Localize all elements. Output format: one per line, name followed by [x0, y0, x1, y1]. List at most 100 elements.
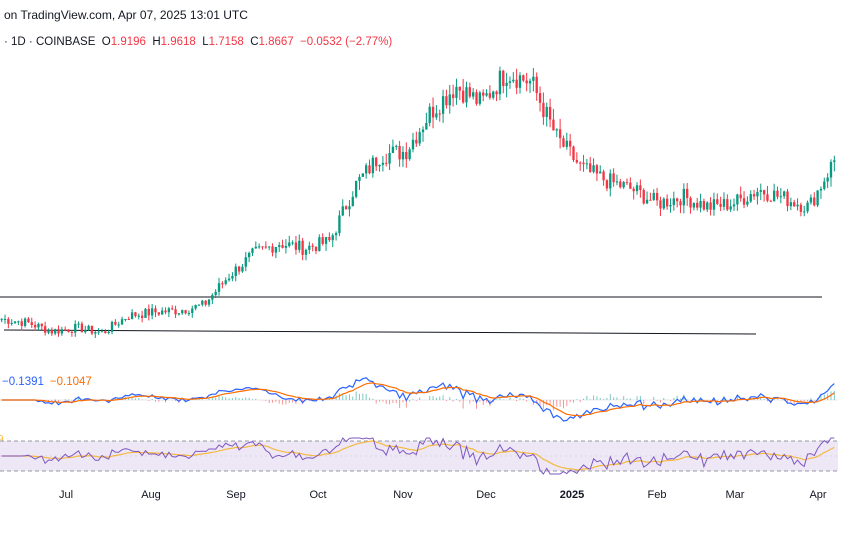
- candle: [682, 183, 686, 214]
- candle: [732, 198, 736, 211]
- candle: [692, 202, 696, 211]
- candle: [445, 89, 448, 109]
- candle: [100, 328, 104, 333]
- candle-body: [819, 188, 823, 191]
- candle: [261, 246, 264, 250]
- candle-body: [522, 75, 525, 81]
- candle-body: [572, 146, 575, 160]
- candle-body: [130, 312, 134, 319]
- candle: [334, 231, 338, 241]
- candle-body: [204, 300, 207, 305]
- candle: [435, 105, 438, 120]
- candle-body: [247, 252, 251, 258]
- candle-body: [288, 242, 291, 246]
- legend-change: −0.0532 (−2.77%): [300, 36, 393, 48]
- candle: [57, 325, 60, 337]
- candle-body: [57, 329, 60, 334]
- candle-body: [104, 331, 107, 334]
- candle: [60, 326, 64, 336]
- candle-body: [689, 197, 692, 208]
- candle-body: [90, 325, 94, 334]
- candle-body: [535, 76, 538, 94]
- xtick-label: Feb: [648, 489, 667, 501]
- candle-body: [759, 190, 762, 192]
- candle-body: [635, 185, 639, 192]
- candle: [769, 199, 772, 202]
- candle-body: [401, 151, 405, 160]
- candle-body: [167, 308, 171, 313]
- candle: [488, 85, 492, 100]
- candle-body: [117, 324, 120, 326]
- candle: [502, 69, 505, 94]
- candle-body: [582, 162, 585, 165]
- candle: [746, 196, 749, 207]
- candle: [512, 72, 515, 84]
- candle: [565, 132, 568, 150]
- candle: [739, 186, 742, 202]
- candle: [649, 192, 652, 201]
- candle: [207, 299, 211, 307]
- candle-body: [508, 81, 512, 83]
- candle-body: [110, 321, 114, 332]
- candle: [204, 300, 207, 307]
- candle-body: [769, 200, 772, 202]
- candle: [535, 72, 538, 101]
- candle-body: [154, 308, 157, 313]
- candle-body: [278, 245, 281, 247]
- candle: [431, 97, 435, 129]
- candle-body: [241, 266, 244, 272]
- candle: [0, 318, 3, 323]
- candle: [632, 186, 635, 200]
- candle-body: [482, 92, 485, 96]
- candle-body: [281, 245, 284, 248]
- candle: [762, 189, 766, 202]
- time-axis: Jul Aug Sep Oct Nov Dec 2025 Feb Mar Apr: [59, 489, 827, 501]
- candle-body: [816, 190, 819, 206]
- candle: [234, 263, 237, 282]
- candle: [187, 310, 191, 316]
- candle: [328, 232, 331, 242]
- candle: [418, 128, 421, 146]
- candle: [662, 197, 665, 210]
- candle: [461, 78, 465, 104]
- candle: [742, 191, 746, 209]
- candle: [505, 72, 508, 98]
- candle: [97, 327, 100, 335]
- candle-body: [625, 182, 629, 184]
- candle: [23, 317, 27, 328]
- macd-legend: −0.1391 −0.1047: [2, 376, 92, 388]
- candle-body: [772, 190, 776, 202]
- candle: [475, 89, 478, 106]
- candle-body: [451, 94, 455, 98]
- candle: [411, 132, 415, 153]
- candle-body: [321, 237, 324, 244]
- candle-body: [699, 201, 702, 208]
- legend-close: 1.8667: [258, 36, 294, 48]
- candle-body: [221, 283, 224, 285]
- candle-body: [756, 191, 759, 197]
- candle-body: [10, 322, 13, 324]
- candle: [438, 109, 441, 122]
- macd-line: [1, 377, 835, 422]
- candle: [545, 102, 548, 127]
- rsi-legend: 9: [0, 434, 4, 445]
- candle: [495, 90, 498, 102]
- candle-body: [304, 249, 308, 255]
- candle: [211, 293, 214, 305]
- candle-body: [33, 325, 37, 328]
- candle: [833, 155, 836, 172]
- candle-body: [542, 102, 545, 117]
- candle: [224, 277, 227, 286]
- candle: [150, 303, 154, 320]
- candle: [43, 321, 47, 336]
- candle: [20, 318, 23, 331]
- candle-body: [809, 197, 813, 203]
- candle-body: [405, 151, 408, 160]
- candle-body: [712, 199, 716, 210]
- candle: [144, 308, 147, 318]
- candle-body: [458, 86, 461, 91]
- candle: [247, 251, 251, 263]
- candle: [756, 187, 759, 205]
- candle: [154, 305, 157, 317]
